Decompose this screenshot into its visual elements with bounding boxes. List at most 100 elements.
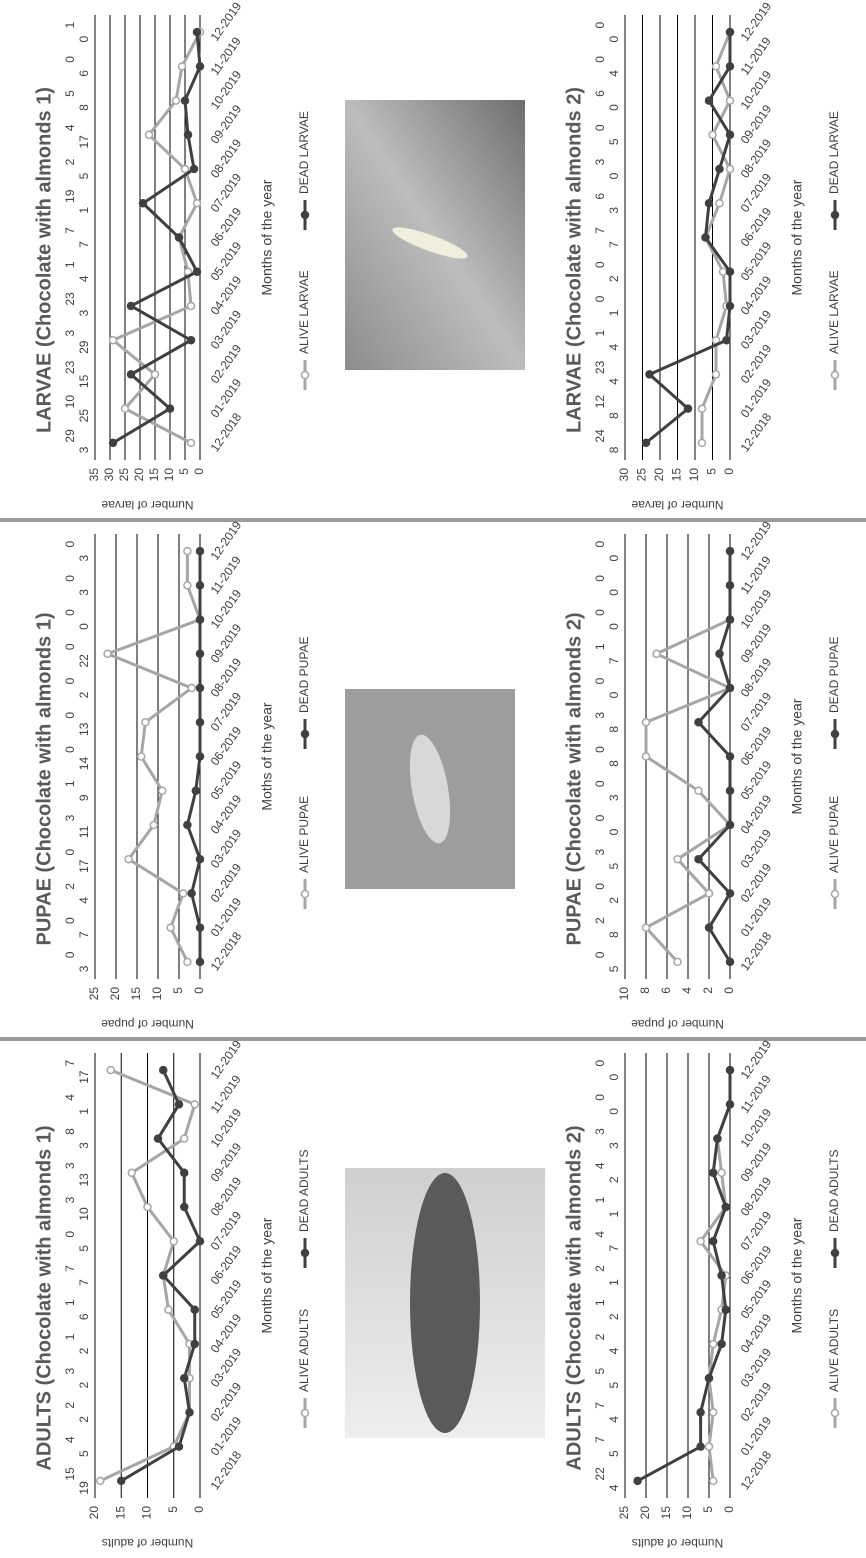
data-label: 0: [607, 554, 621, 561]
series-line: [638, 1070, 730, 1481]
data-label: 11: [77, 825, 91, 838]
y-tick-label: 30: [617, 468, 631, 482]
data-point: [104, 650, 111, 657]
legend-label: ALIVE LARVAE: [827, 270, 841, 354]
data-label: 0: [593, 746, 607, 753]
y-tick-label: 20: [638, 1506, 652, 1520]
data-label: 3: [593, 1128, 607, 1135]
y-tick-label: 10: [617, 987, 631, 1001]
y-tick-label: 15: [147, 468, 161, 482]
data-point: [727, 685, 734, 692]
data-label: 0: [593, 609, 607, 616]
data-point: [727, 890, 734, 897]
y-tick-label: 25: [635, 468, 649, 482]
data-label: 29: [77, 340, 91, 354]
data-point: [706, 1443, 713, 1450]
data-point: [184, 548, 191, 555]
figure: LARVAE (Chocolate with almonds 1)Number …: [0, 0, 866, 1558]
data-point: [144, 1204, 151, 1211]
legend-marker: [832, 372, 839, 379]
data-label: 14: [77, 757, 91, 771]
data-point: [197, 582, 204, 589]
data-label: 3: [63, 1196, 77, 1203]
data-label: 8: [63, 1128, 77, 1135]
series-line: [646, 32, 730, 443]
data-label: 7: [593, 227, 607, 234]
data-point: [167, 405, 174, 412]
data-label: 5: [607, 965, 621, 972]
x-tick-label: 12-2019: [208, 518, 245, 562]
data-label: 5: [607, 1450, 621, 1457]
data-label: 0: [63, 677, 77, 684]
data-point: [685, 405, 692, 412]
x-tick-label: 11-2019: [208, 553, 244, 597]
legend-marker: [302, 731, 309, 738]
data-point: [643, 439, 650, 446]
data-point: [128, 371, 135, 378]
data-point: [695, 856, 702, 863]
data-label: 29: [63, 429, 77, 443]
data-point: [176, 234, 183, 241]
data-label: 1: [63, 21, 77, 28]
legend-marker: [832, 212, 839, 219]
data-label: 0: [63, 575, 77, 582]
chart-title: LARVAE (Chocolate with almonds 2): [563, 87, 585, 433]
data-point: [706, 924, 713, 931]
data-point: [197, 1238, 204, 1245]
data-label: 0: [77, 35, 91, 42]
data-label: 3: [77, 589, 91, 596]
data-point: [197, 753, 204, 760]
data-label: 7: [607, 1245, 621, 1252]
data-point: [110, 337, 117, 344]
data-point: [197, 63, 204, 70]
data-point: [727, 958, 734, 965]
data-label: 2: [607, 1176, 621, 1183]
data-label: 1: [63, 1299, 77, 1306]
data-label: 4: [607, 70, 621, 77]
data-point: [727, 302, 734, 309]
data-point: [727, 63, 734, 70]
data-label: 3: [77, 309, 91, 316]
legend-label: DEAD ADULTS: [827, 1150, 841, 1232]
x-tick-label: 11-2019: [738, 1072, 774, 1116]
series-line: [699, 551, 731, 962]
data-point: [191, 1340, 198, 1347]
data-label: 22: [593, 1467, 607, 1481]
data-label: 0: [63, 1231, 77, 1238]
legend-label: DEAD PUPAE: [297, 637, 311, 713]
data-point: [643, 719, 650, 726]
data-label: 8: [607, 446, 621, 453]
y-tick-label: 20: [87, 1506, 101, 1520]
y-axis-label: Number of larvae: [631, 498, 723, 512]
data-label: 0: [607, 172, 621, 179]
legend-marker: [832, 1410, 839, 1417]
data-label: 0: [607, 1073, 621, 1080]
y-tick-label: 15: [113, 1506, 127, 1520]
data-label: 0: [607, 1108, 621, 1115]
data-point: [713, 371, 720, 378]
data-point: [186, 1409, 193, 1416]
data-point: [723, 337, 730, 344]
data-label: 0: [593, 261, 607, 268]
x-tick-label: 12-2019: [738, 1037, 775, 1081]
data-label: 1: [607, 1210, 621, 1217]
data-label: 5: [607, 138, 621, 145]
data-label: 2: [593, 1265, 607, 1272]
data-label: 4: [607, 1416, 621, 1423]
data-point: [184, 958, 191, 965]
y-tick-label: 0: [722, 1506, 736, 1513]
y-tick-label: 20: [132, 468, 146, 482]
data-point: [167, 924, 174, 931]
data-label: 6: [593, 90, 607, 97]
data-label: 0: [593, 295, 607, 302]
data-label: 5: [63, 90, 77, 97]
data-label: 1: [63, 261, 77, 268]
y-tick-label: 30: [102, 468, 116, 482]
legend-label: ALIVE PUPAE: [827, 796, 841, 873]
y-tick-label: 0: [192, 987, 206, 994]
data-point: [197, 548, 204, 555]
data-point: [727, 1067, 734, 1074]
data-label: 10: [77, 1207, 91, 1221]
data-label: 4: [607, 1484, 621, 1491]
data-label: 13: [77, 1173, 91, 1187]
